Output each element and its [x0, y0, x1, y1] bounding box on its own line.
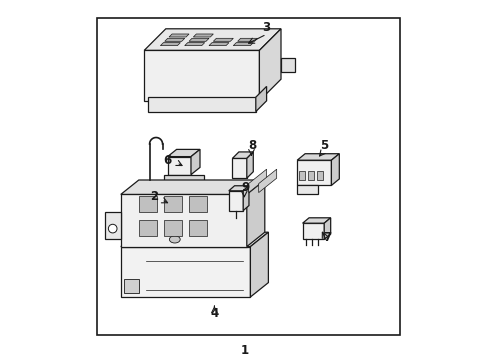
- Polygon shape: [232, 152, 253, 158]
- Bar: [189, 196, 207, 212]
- Polygon shape: [331, 154, 339, 185]
- Polygon shape: [247, 152, 253, 178]
- Bar: [104, 212, 121, 239]
- Bar: [308, 171, 315, 180]
- Text: 1: 1: [241, 345, 249, 357]
- Text: 2: 2: [150, 190, 158, 203]
- Polygon shape: [191, 149, 200, 175]
- Bar: [297, 185, 318, 194]
- Polygon shape: [121, 180, 265, 194]
- Bar: [139, 220, 157, 236]
- Bar: [121, 194, 247, 247]
- Polygon shape: [169, 34, 189, 37]
- Polygon shape: [243, 186, 249, 211]
- Polygon shape: [165, 38, 185, 41]
- Bar: [98, 18, 400, 335]
- Polygon shape: [259, 169, 277, 193]
- Bar: [297, 160, 331, 185]
- Bar: [232, 158, 247, 178]
- Polygon shape: [160, 42, 180, 46]
- Polygon shape: [194, 34, 213, 37]
- Bar: [281, 58, 295, 72]
- Ellipse shape: [170, 236, 180, 243]
- Text: 9: 9: [241, 181, 249, 194]
- Bar: [164, 175, 204, 182]
- Polygon shape: [238, 38, 258, 41]
- Polygon shape: [168, 149, 200, 157]
- Bar: [164, 220, 182, 236]
- Text: 4: 4: [210, 307, 219, 320]
- Bar: [124, 279, 139, 293]
- Bar: [164, 196, 182, 212]
- Bar: [144, 50, 259, 101]
- Polygon shape: [189, 38, 209, 41]
- Polygon shape: [213, 38, 233, 41]
- Polygon shape: [324, 218, 331, 239]
- Polygon shape: [233, 42, 253, 46]
- Text: 7: 7: [324, 231, 332, 244]
- Polygon shape: [297, 154, 339, 160]
- Bar: [168, 157, 191, 175]
- Polygon shape: [185, 42, 205, 46]
- Polygon shape: [209, 42, 229, 46]
- Bar: [303, 223, 324, 239]
- Polygon shape: [247, 180, 265, 247]
- Polygon shape: [121, 232, 269, 247]
- Polygon shape: [303, 218, 331, 223]
- Text: 6: 6: [164, 154, 171, 167]
- Polygon shape: [256, 86, 267, 112]
- Circle shape: [108, 224, 117, 233]
- Bar: [121, 247, 250, 297]
- Polygon shape: [248, 169, 267, 193]
- Bar: [189, 220, 207, 236]
- Bar: [317, 171, 323, 180]
- Polygon shape: [259, 29, 281, 101]
- Text: 8: 8: [248, 139, 256, 152]
- Polygon shape: [229, 186, 249, 191]
- Bar: [139, 196, 157, 212]
- Bar: [299, 171, 305, 180]
- Text: 5: 5: [320, 139, 328, 152]
- Bar: [229, 191, 243, 211]
- Text: 3: 3: [263, 21, 270, 33]
- Bar: [148, 97, 256, 112]
- Polygon shape: [144, 29, 281, 50]
- Polygon shape: [250, 232, 269, 297]
